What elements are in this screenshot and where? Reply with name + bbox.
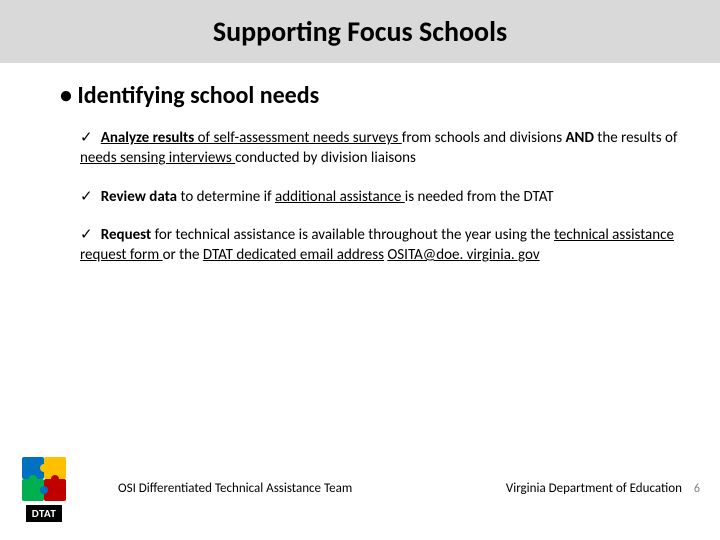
list-item: ✓ Review data to determine if additional… — [80, 187, 680, 207]
puzzle-icon — [20, 455, 68, 503]
main-bullet: • Identifying school needs — [40, 81, 680, 110]
content-area: • Identifying school needs ✓ Analyze res… — [0, 63, 720, 265]
footer-right-text: Virginia Department of Education — [506, 481, 682, 496]
dtat-label: DTAT — [26, 505, 63, 522]
list-item: ✓ Request for technical assistance is av… — [80, 225, 680, 266]
email-link[interactable]: OSITA@doe. virginia. gov — [387, 246, 539, 264]
title-bar: Supporting Focus Schools — [0, 0, 720, 63]
footer-left-text: OSI Differentiated Technical Assistance … — [98, 481, 506, 496]
list-item: ✓ Analyze results of self-assessment nee… — [80, 128, 680, 169]
dtat-logo: DTAT — [20, 455, 68, 522]
slide-title: Supporting Focus Schools — [0, 14, 720, 49]
slide-number: 6 — [694, 482, 700, 496]
footer: DTAT OSI Differentiated Technical Assist… — [0, 455, 720, 522]
check-icon: ✓ — [80, 188, 97, 205]
check-icon: ✓ — [80, 129, 97, 146]
check-icon: ✓ — [80, 226, 97, 243]
sub-items: ✓ Analyze results of self-assessment nee… — [40, 128, 680, 265]
